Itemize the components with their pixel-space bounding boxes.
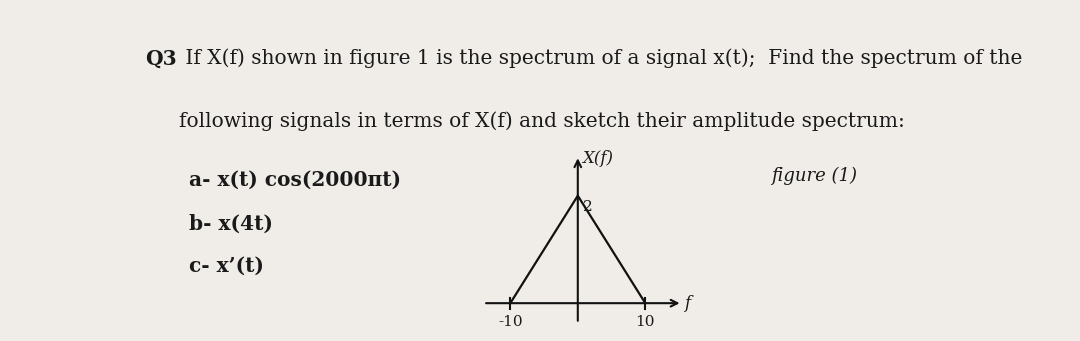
Text: Q3: Q3 — [145, 49, 177, 69]
Text: 2: 2 — [583, 200, 593, 214]
Text: f: f — [685, 295, 690, 312]
Text: following signals in terms of X(f) and sketch their amplitude spectrum:: following signals in terms of X(f) and s… — [178, 112, 904, 132]
Text: 10: 10 — [635, 315, 656, 329]
Text: b- x(4t): b- x(4t) — [189, 214, 273, 234]
Text: X(f): X(f) — [582, 150, 612, 167]
Text: c- x’(t): c- x’(t) — [189, 256, 265, 276]
Text: figure (1): figure (1) — [771, 167, 858, 185]
Text: If X(f) shown in figure 1 is the spectrum of a signal x(t);  Find the spectrum o: If X(f) shown in figure 1 is the spectru… — [178, 49, 1022, 69]
Text: -10: -10 — [498, 315, 523, 329]
Text: a- x(t) cos(2000πt): a- x(t) cos(2000πt) — [189, 169, 402, 190]
